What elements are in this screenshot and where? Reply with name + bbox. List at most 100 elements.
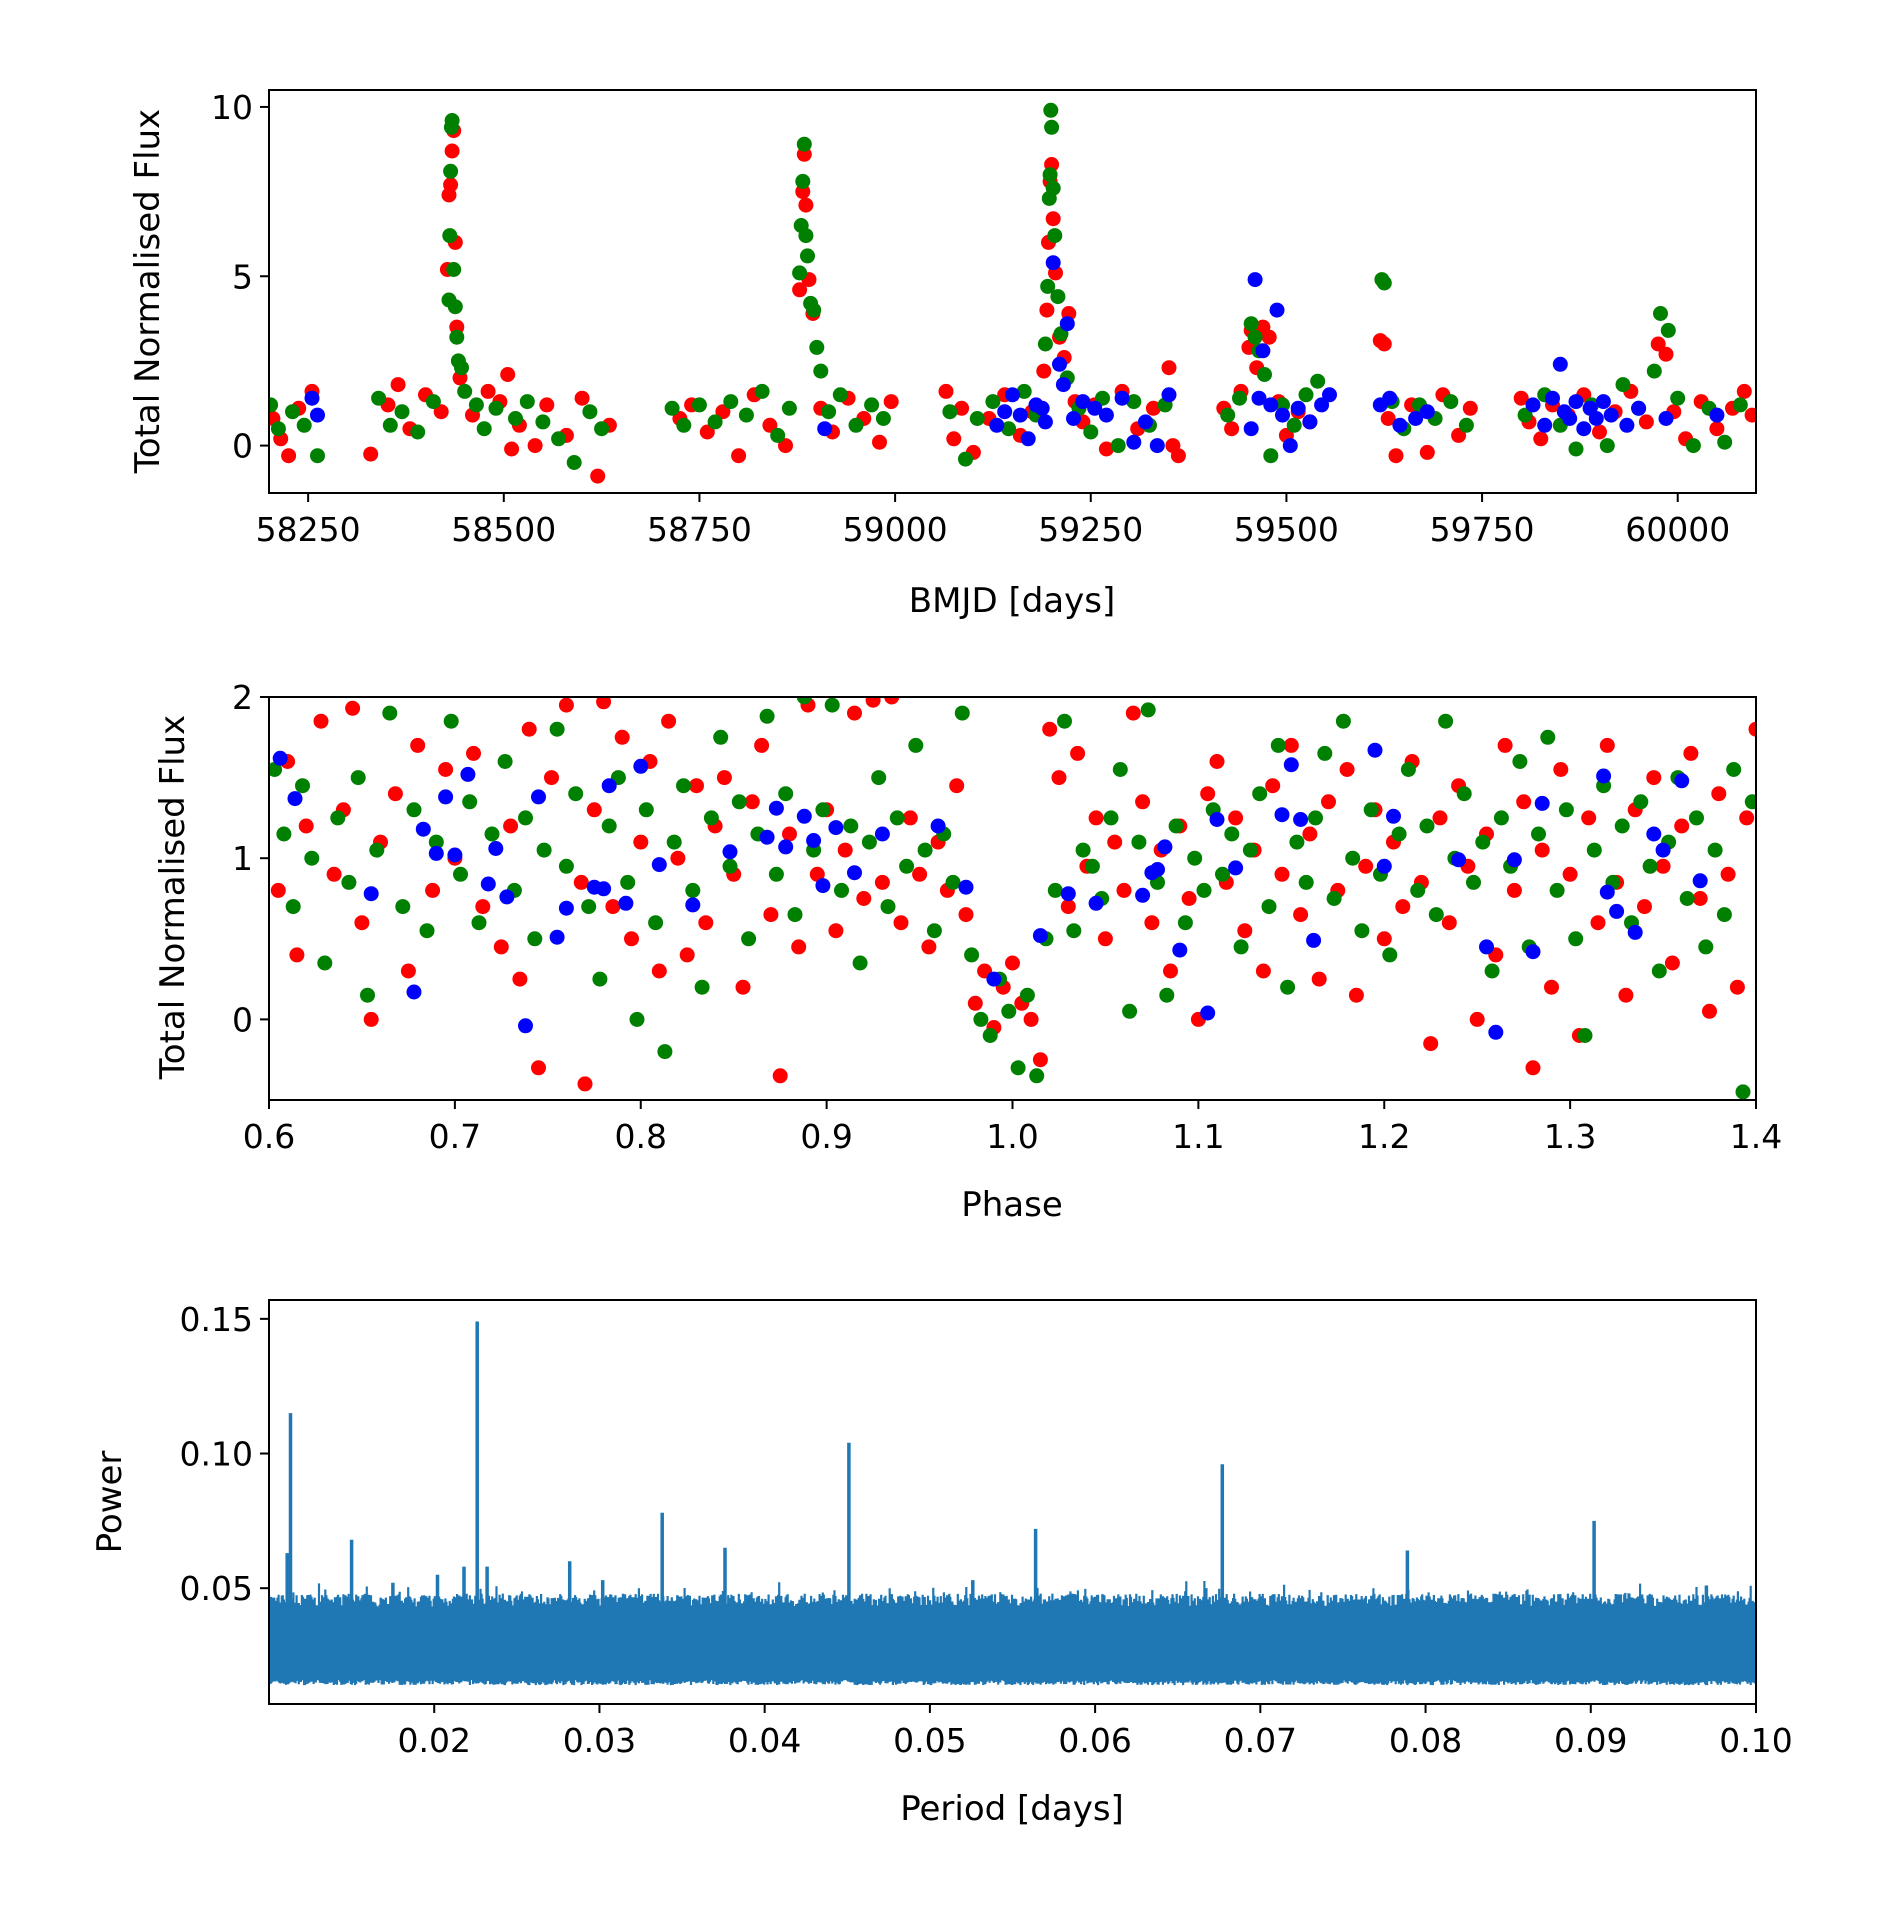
phase-point-red — [1321, 794, 1336, 810]
phase-point-green — [1735, 1084, 1751, 1100]
light-curve-point-blue — [1263, 397, 1279, 413]
phase-point-red — [475, 899, 491, 915]
phase-point-blue — [1596, 768, 1612, 784]
light-curve-point-green — [1732, 397, 1748, 413]
phase-point-green — [796, 697, 812, 705]
phase-point-green — [694, 979, 710, 995]
phase-point-green — [304, 850, 320, 866]
phase-y-axis-label: Total Normalised Flux — [153, 715, 193, 1080]
light-curve-point-blue — [1059, 316, 1075, 332]
phase-y-tick-label: 1 — [232, 839, 253, 878]
phase-point-blue — [1506, 852, 1522, 868]
phase-point-red — [345, 700, 361, 716]
phase-point-red — [651, 963, 667, 979]
light-curve-point-green — [800, 248, 815, 264]
phase-point-green — [443, 713, 459, 729]
phase-point-red — [1042, 721, 1058, 737]
phase-point-blue — [1609, 903, 1625, 919]
phase-point-green — [1280, 979, 1296, 995]
phase-point-green — [1549, 882, 1565, 898]
phase-point-green — [1456, 786, 1472, 802]
periodogram-y-axis-label: Power — [90, 1451, 130, 1554]
phase-point-blue — [1367, 742, 1383, 758]
phase-point-blue — [531, 789, 546, 805]
phase-point-blue — [1479, 939, 1494, 955]
light-curve-point-blue — [1314, 397, 1330, 413]
phase-point-green — [778, 786, 794, 802]
phase-point-green — [518, 810, 533, 826]
light-curve-point-green — [754, 383, 770, 399]
phase-point-green — [787, 907, 803, 923]
phase-point-green — [527, 931, 543, 947]
light-curve-point-blue — [1595, 394, 1611, 410]
light-curve-point-green — [792, 265, 808, 281]
phase-point-red — [596, 697, 612, 710]
phase-point-blue — [768, 800, 784, 816]
phase-point-blue — [1150, 862, 1165, 877]
phase-point-green — [276, 826, 292, 842]
light-curve-x-tick-label: 59500 — [1234, 510, 1339, 549]
phase-point-green — [601, 818, 617, 834]
phase-point-red — [1358, 858, 1374, 874]
phase-point-green — [759, 708, 775, 724]
phase-point-red — [1544, 979, 1559, 995]
light-curve-point-green — [806, 302, 822, 318]
light-curve-point-green — [476, 421, 492, 437]
phase-point-green — [1540, 729, 1556, 745]
light-curve-point-green — [1050, 289, 1066, 305]
phase-point-green — [1187, 850, 1203, 866]
phase-point-red — [1618, 987, 1634, 1003]
light-curve-point-blue — [989, 417, 1005, 433]
light-curve-point-green — [594, 421, 610, 437]
light-curve-point-blue — [1382, 390, 1398, 406]
phase-point-red — [1116, 882, 1132, 898]
phase-point-red — [1339, 762, 1355, 777]
phase-point-green — [462, 794, 478, 810]
phase-point-red — [326, 866, 342, 882]
light-curve-point-green — [1257, 367, 1272, 382]
periodogram-y-tick-label: 0.05 — [180, 1569, 253, 1608]
light-curve-point-red — [480, 383, 496, 399]
light-curve-point-red — [778, 438, 793, 454]
light-curve-point-green — [1568, 441, 1584, 457]
phase-point-green — [629, 1011, 645, 1027]
phase-point-green — [1159, 987, 1175, 1003]
light-curve-point-red — [1224, 421, 1240, 437]
phase-point-green — [1558, 802, 1574, 818]
phase-point-blue — [847, 865, 862, 881]
phase-point-red — [586, 802, 602, 818]
light-curve-point-blue — [1098, 407, 1114, 423]
light-curve-point-green — [1001, 421, 1017, 437]
light-curve-point-blue — [1290, 400, 1306, 416]
periodogram-panel: 0.02 0.03 0.04 0.05 0.06 0.07 0.08 0.09 0.10 0.05… — [90, 1299, 1793, 1829]
light-curve-point-green — [969, 411, 985, 426]
phase-point-red — [1674, 818, 1690, 834]
phase-point-blue — [1209, 812, 1225, 827]
phase-point-red — [689, 778, 704, 794]
light-curve-point-red — [1261, 329, 1277, 345]
light-curve-point-green — [519, 394, 535, 410]
light-curve-point-green — [1298, 387, 1314, 403]
phase-point-green — [317, 955, 333, 971]
light-curve-point-blue — [1568, 394, 1584, 410]
phase-point-green — [549, 721, 565, 737]
phase-point-red — [1311, 971, 1327, 987]
phase-point-blue — [488, 841, 504, 856]
periodogram-trace — [269, 1321, 1756, 1686]
light-curve-point-green — [310, 448, 325, 464]
phase-point-red — [1237, 923, 1253, 939]
light-curve-point-green — [447, 299, 463, 315]
light-curve-point-green — [875, 411, 891, 426]
phase-point-red — [1664, 955, 1680, 971]
light-curve-point-red — [444, 143, 460, 159]
phase-point-blue — [633, 758, 649, 774]
phase-point-blue — [1088, 895, 1104, 911]
phase-point-red — [782, 826, 797, 842]
light-curve-point-red — [1161, 360, 1177, 376]
light-curve-point-green — [1243, 316, 1259, 332]
light-curve-axes-frame — [268, 89, 1757, 494]
phase-point-red — [544, 770, 559, 786]
light-curve-point-green — [707, 414, 723, 430]
light-curve-point-green — [410, 424, 426, 440]
light-curve-point-red — [590, 468, 606, 484]
